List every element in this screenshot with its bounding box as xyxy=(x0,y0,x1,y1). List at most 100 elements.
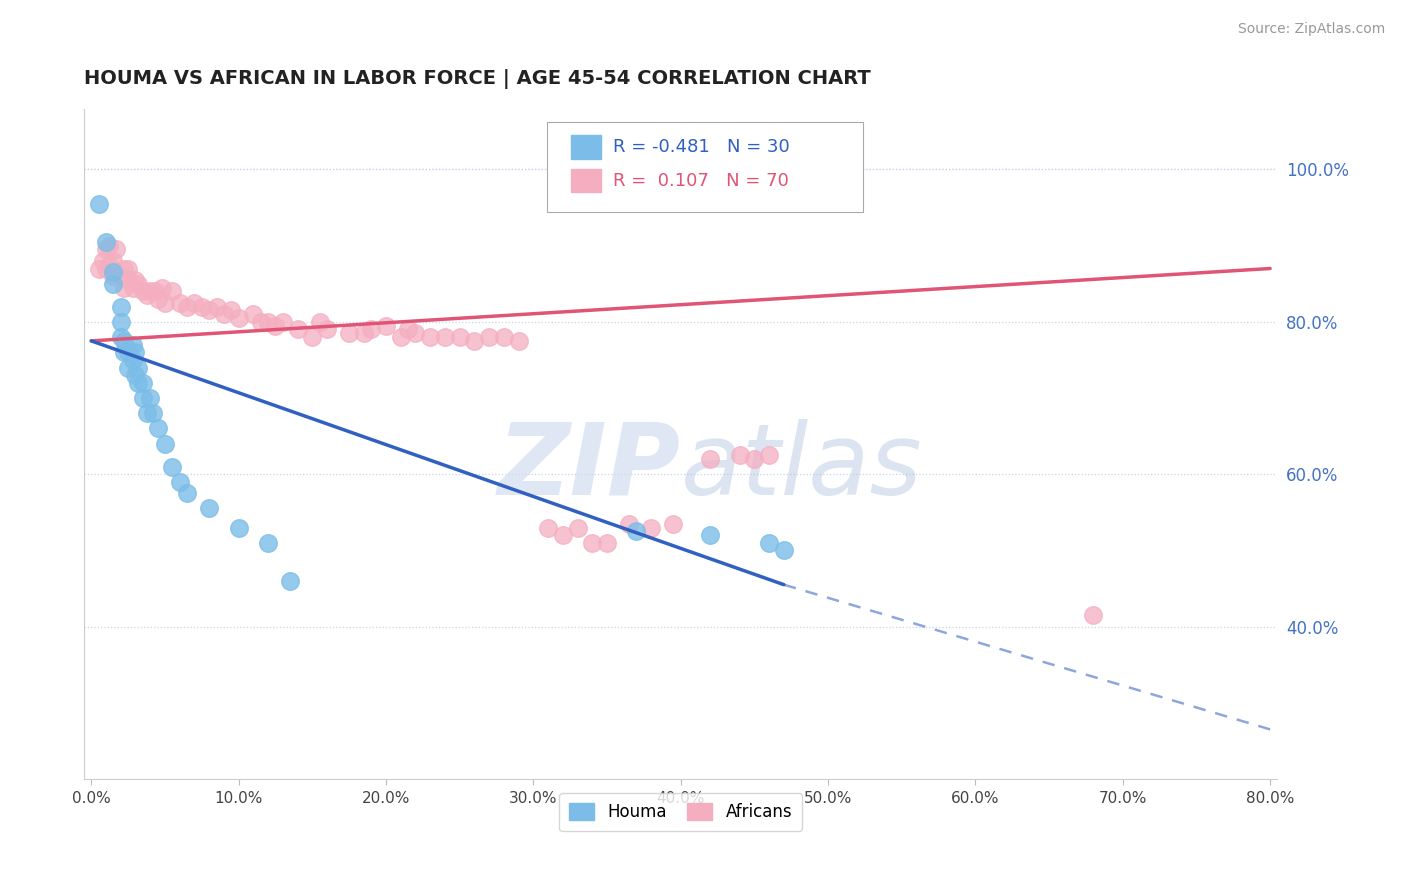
Point xyxy=(132,391,155,405)
Point xyxy=(103,253,125,268)
Point xyxy=(117,261,139,276)
Point xyxy=(112,345,135,359)
Point xyxy=(94,261,117,276)
Point xyxy=(87,196,110,211)
Point xyxy=(551,528,574,542)
Point xyxy=(699,528,721,542)
Point xyxy=(758,448,780,462)
Point xyxy=(121,352,143,367)
Point xyxy=(132,376,155,390)
Point xyxy=(219,303,242,318)
Point xyxy=(228,311,250,326)
Point xyxy=(242,307,264,321)
Point xyxy=(110,330,132,344)
Point xyxy=(478,330,501,344)
Point xyxy=(162,285,184,299)
Legend: Houma, Africans: Houma, Africans xyxy=(560,793,801,831)
Point xyxy=(110,300,132,314)
FancyBboxPatch shape xyxy=(547,122,863,212)
Point xyxy=(127,360,149,375)
Point xyxy=(389,330,412,344)
Point xyxy=(198,501,221,516)
Point xyxy=(136,288,159,302)
Text: HOUMA VS AFRICAN IN LABOR FORCE | AGE 45-54 CORRELATION CHART: HOUMA VS AFRICAN IN LABOR FORCE | AGE 45… xyxy=(84,69,870,88)
Point xyxy=(271,315,294,329)
Point xyxy=(110,269,132,284)
Point xyxy=(97,238,120,252)
Point xyxy=(662,516,685,531)
Text: Source: ZipAtlas.com: Source: ZipAtlas.com xyxy=(1237,22,1385,37)
Point xyxy=(375,318,398,333)
Point xyxy=(287,322,309,336)
Point xyxy=(87,261,110,276)
Point xyxy=(127,277,149,291)
Point xyxy=(146,421,169,435)
Point xyxy=(127,376,149,390)
Point xyxy=(212,307,235,321)
Text: atlas: atlas xyxy=(681,418,922,516)
Point xyxy=(537,520,560,534)
Point xyxy=(117,360,139,375)
Point xyxy=(110,315,132,329)
Point xyxy=(121,280,143,294)
Point xyxy=(1083,608,1105,623)
Point xyxy=(117,345,139,359)
Point xyxy=(176,486,198,500)
Point xyxy=(124,368,146,383)
Point xyxy=(640,520,662,534)
Point xyxy=(353,326,375,341)
Point xyxy=(449,330,471,344)
Point xyxy=(308,315,330,329)
Point xyxy=(142,406,165,420)
Point xyxy=(581,535,603,549)
Point xyxy=(617,516,640,531)
Point xyxy=(183,295,205,310)
Point xyxy=(136,406,159,420)
Point xyxy=(249,315,271,329)
Point xyxy=(396,322,419,336)
Point xyxy=(112,280,135,294)
Point xyxy=(169,475,191,489)
Point xyxy=(124,345,146,359)
Point xyxy=(139,285,162,299)
Point xyxy=(132,285,155,299)
Point xyxy=(419,330,441,344)
Point xyxy=(278,574,301,588)
Point xyxy=(121,337,143,351)
Point xyxy=(728,448,751,462)
Point xyxy=(169,295,191,310)
Point xyxy=(94,243,117,257)
Point xyxy=(112,261,135,276)
Point xyxy=(463,334,485,348)
Text: R = -0.481   N = 30: R = -0.481 N = 30 xyxy=(613,138,789,156)
Point xyxy=(103,265,125,279)
Text: R =  0.107   N = 70: R = 0.107 N = 70 xyxy=(613,172,789,190)
Bar xyxy=(571,169,600,193)
Point xyxy=(103,269,125,284)
Bar xyxy=(571,136,600,159)
Point xyxy=(191,300,214,314)
Point xyxy=(567,520,589,534)
Point xyxy=(146,292,169,306)
Point xyxy=(91,253,114,268)
Point xyxy=(337,326,360,341)
Point xyxy=(143,285,166,299)
Point xyxy=(264,318,287,333)
Point xyxy=(162,459,184,474)
Point xyxy=(176,300,198,314)
Point xyxy=(103,277,125,291)
Point xyxy=(257,315,280,329)
Point xyxy=(508,334,530,348)
Point xyxy=(772,543,794,558)
Point xyxy=(228,520,250,534)
Point xyxy=(139,391,162,405)
Text: ZIP: ZIP xyxy=(498,418,681,516)
Point xyxy=(150,280,173,294)
Point xyxy=(153,436,176,450)
Point xyxy=(257,535,280,549)
Point xyxy=(153,295,176,310)
Point xyxy=(626,524,648,539)
Point xyxy=(758,535,780,549)
Point xyxy=(433,330,456,344)
Point xyxy=(360,322,382,336)
